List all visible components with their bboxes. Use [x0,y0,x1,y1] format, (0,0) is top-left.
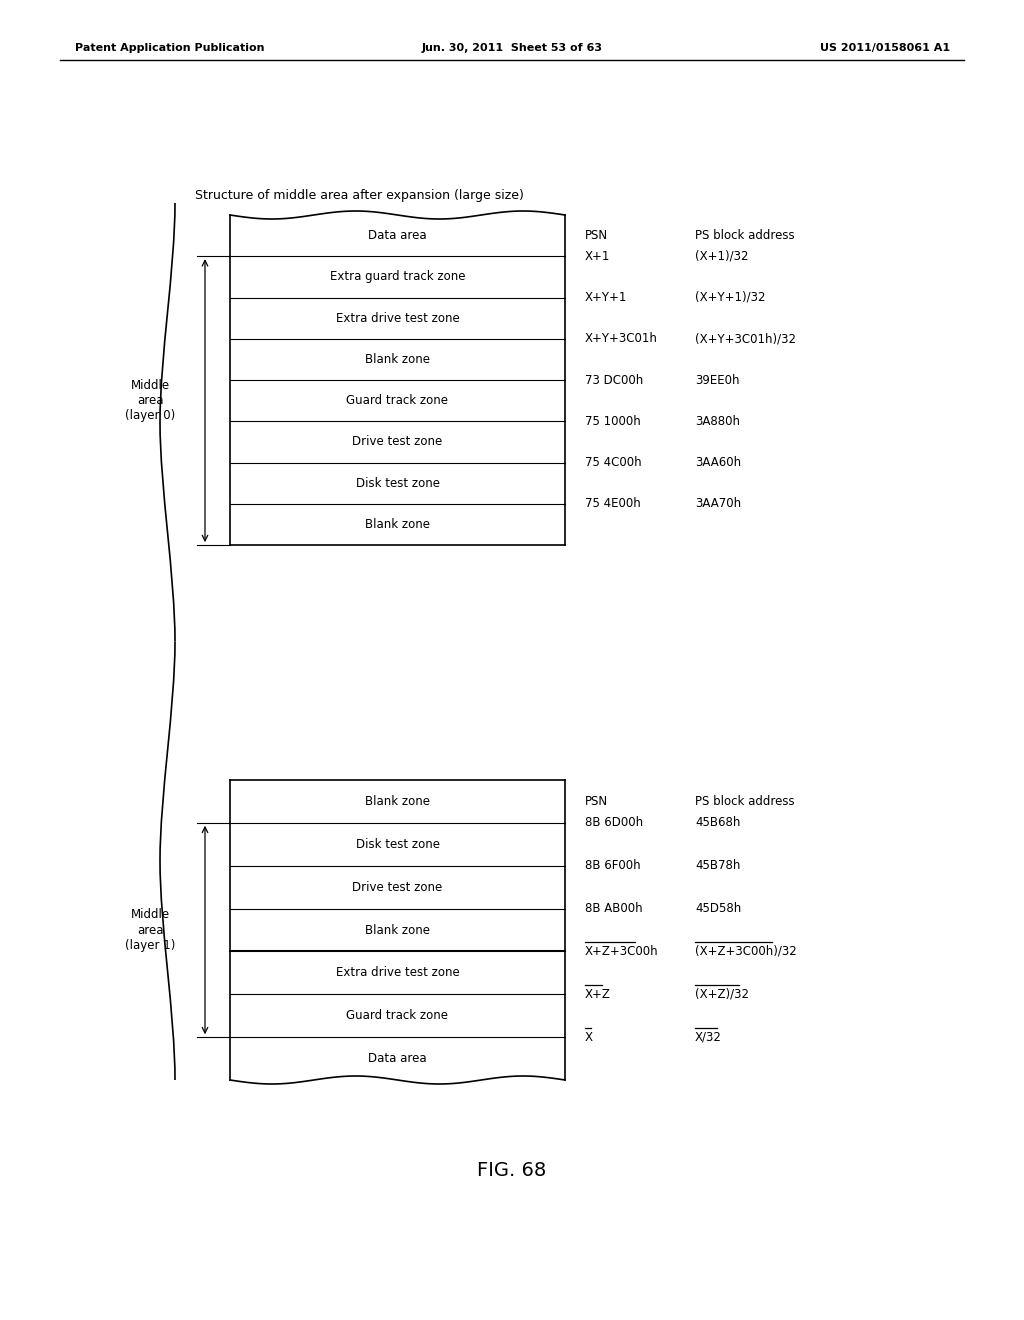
Text: 3A880h: 3A880h [695,414,740,428]
Text: 3AA70h: 3AA70h [695,498,741,511]
Text: 45D58h: 45D58h [695,902,741,915]
Text: X+Y+1: X+Y+1 [585,290,628,304]
Text: X+1: X+1 [585,249,610,263]
Text: Extra drive test zone: Extra drive test zone [336,312,460,325]
Text: 75 1000h: 75 1000h [585,414,641,428]
Text: Patent Application Publication: Patent Application Publication [75,44,264,53]
Text: Jun. 30, 2011  Sheet 53 of 63: Jun. 30, 2011 Sheet 53 of 63 [422,44,602,53]
Text: X/32: X/32 [695,1031,722,1044]
Text: PSN: PSN [585,795,608,808]
Text: Data area: Data area [369,230,427,242]
Text: X+Z+3C00h: X+Z+3C00h [585,945,658,958]
Text: Blank zone: Blank zone [365,517,430,531]
Text: PS block address: PS block address [695,795,795,808]
Text: Disk test zone: Disk test zone [355,838,439,851]
Text: (X+Y+1)/32: (X+Y+1)/32 [695,290,766,304]
Text: Extra drive test zone: Extra drive test zone [336,966,460,979]
Text: Drive test zone: Drive test zone [352,880,442,894]
Text: 73 DC00h: 73 DC00h [585,374,643,387]
Text: US 2011/0158061 A1: US 2011/0158061 A1 [820,44,950,53]
Text: Blank zone: Blank zone [365,924,430,936]
Text: PS block address: PS block address [695,230,795,242]
Text: Guard track zone: Guard track zone [346,395,449,407]
Text: (X+Z+3C00h)/32: (X+Z+3C00h)/32 [695,945,797,958]
Text: 75 4C00h: 75 4C00h [585,455,642,469]
Text: 45B78h: 45B78h [695,859,740,873]
Text: Drive test zone: Drive test zone [352,436,442,449]
Text: (X+1)/32: (X+1)/32 [695,249,749,263]
Text: Middle
area
(layer 0): Middle area (layer 0) [125,379,175,422]
Text: Middle
area
(layer 1): Middle area (layer 1) [125,908,175,952]
Text: 75 4E00h: 75 4E00h [585,498,641,511]
Text: 8B AB00h: 8B AB00h [585,902,643,915]
Text: 8B 6D00h: 8B 6D00h [585,816,643,829]
Text: Structure of middle area after expansion (large size): Structure of middle area after expansion… [195,189,524,202]
Text: Disk test zone: Disk test zone [355,477,439,490]
Text: X: X [585,1031,593,1044]
Text: Guard track zone: Guard track zone [346,1010,449,1022]
Text: (X+Y+3C01h)/32: (X+Y+3C01h)/32 [695,333,796,346]
Text: Blank zone: Blank zone [365,352,430,366]
Text: Blank zone: Blank zone [365,795,430,808]
Text: 45B68h: 45B68h [695,816,740,829]
Text: PSN: PSN [585,230,608,242]
Text: (X+Z)/32: (X+Z)/32 [695,987,749,1001]
Text: Data area: Data area [369,1052,427,1065]
Text: 8B 6F00h: 8B 6F00h [585,859,641,873]
Text: FIG. 68: FIG. 68 [477,1160,547,1180]
Text: 39EE0h: 39EE0h [695,374,739,387]
Text: 3AA60h: 3AA60h [695,455,741,469]
Text: X+Z: X+Z [585,987,611,1001]
Text: Extra guard track zone: Extra guard track zone [330,271,465,284]
Text: X+Y+3C01h: X+Y+3C01h [585,333,657,346]
